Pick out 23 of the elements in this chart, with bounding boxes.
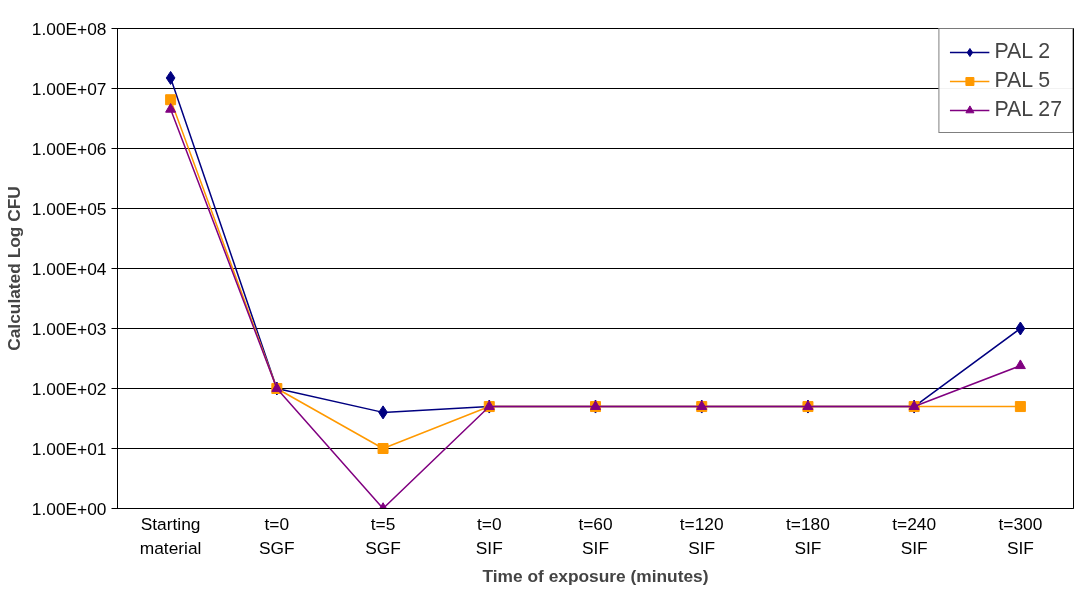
x-tick-label: t=60 SIF	[578, 513, 613, 558]
legend-label: PAL 2	[994, 39, 1051, 64]
y-tick-label: 1.00E+04	[31, 258, 107, 279]
x-axis-title: Time of exposure (minutes)	[482, 565, 709, 586]
y-tick-label: 1.00E+02	[31, 378, 107, 399]
y-tick-label: 1.00E+05	[31, 198, 107, 219]
y-axis-title: Calculated Log CFU	[3, 186, 24, 351]
x-tick-label: t=300 SIF	[998, 513, 1043, 558]
y-tick-label: 1.00E+01	[31, 438, 107, 459]
y-tick-label: 1.00E+07	[31, 78, 107, 99]
x-tick-label: t=120 SIF	[679, 513, 724, 558]
y-tick-label: 1.00E+08	[31, 18, 107, 39]
x-tick-label: Starting material	[139, 513, 202, 558]
y-tick-label: 1.00E+00	[31, 498, 107, 519]
x-tick-label: t=5 SGF	[365, 513, 401, 558]
legend-label: PAL 5	[994, 68, 1051, 93]
x-tick-label: t=0 SGF	[259, 513, 295, 558]
y-tick-label: 1.00E+03	[31, 318, 107, 339]
legend-label: PAL 27	[994, 97, 1062, 122]
x-tick-label: t=240 SIF	[892, 513, 937, 558]
y-tick-label: 1.00E+06	[31, 138, 107, 159]
x-tick-label: t=180 SIF	[786, 513, 830, 558]
x-tick-label: t=0 SIF	[475, 513, 503, 558]
